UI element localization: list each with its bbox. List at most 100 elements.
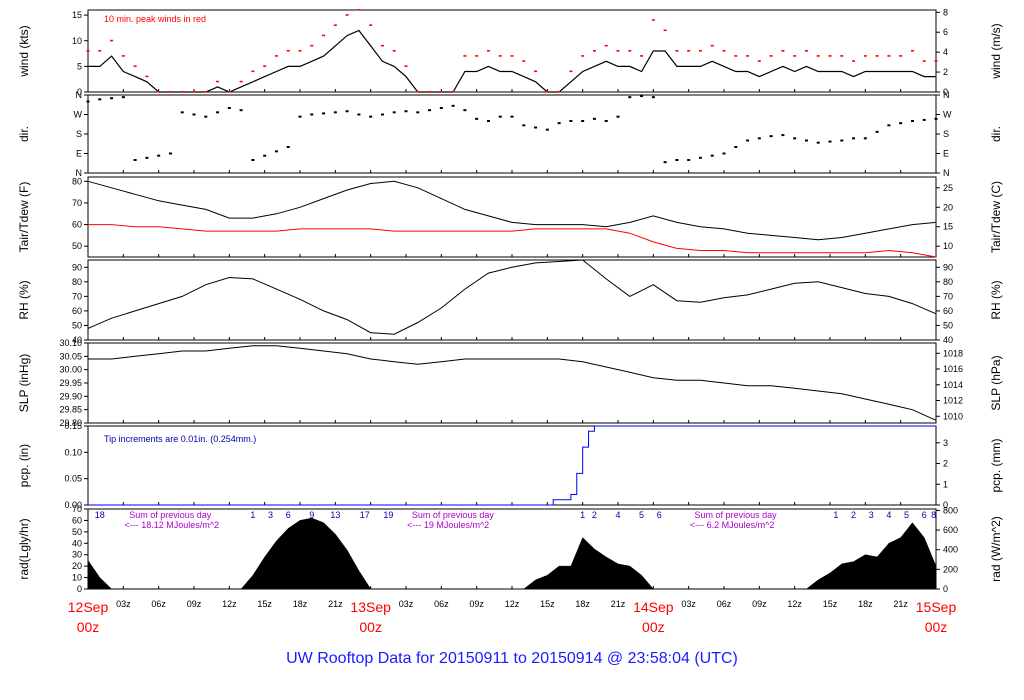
dir-point [581,120,585,122]
dir-point [769,135,773,138]
rad-hour-label: 6 [657,510,662,520]
dir-point [899,122,903,125]
wind-peak-point [781,50,785,52]
rad-ytick-label-right: 0 [943,584,948,594]
temp-ytick-label: 50 [72,241,82,251]
pcp-ylabel-right: pcp. (mm) [989,438,1003,492]
slp-ytick-label: 29.90 [59,391,82,401]
dir-point [734,146,738,148]
date-label: 15Sep [916,599,957,615]
rad-ytick-label-right: 800 [943,505,958,515]
xtick-label: 21z [611,599,626,609]
rad-ytick-label: 10 [72,573,82,583]
rh-ytick-label-right: 90 [943,262,953,272]
wind-peak-point [592,50,596,52]
dir-point [675,159,679,161]
rad-hour-label: 18 [95,510,105,520]
dir-point [98,98,102,101]
wind-peak-point [581,55,585,57]
rad-hour-label: 5 [904,510,909,520]
rad-area [87,517,937,590]
slp-ytick-label: 30.00 [59,365,82,375]
dir-point [710,154,714,157]
rh-ytick-label: 80 [72,277,82,287]
wind-peak-point [369,24,373,26]
rad-ytick-label-right: 400 [943,545,958,555]
xtick-label: 15z [257,599,272,609]
dir-point [392,111,396,114]
dir-point [522,124,526,127]
wind-peak-point [840,55,844,57]
dir-point [640,95,644,98]
rh-panel-frame [87,259,937,341]
wind-ytick-label-right: 4 [943,47,948,57]
slp-ytick-label: 30.10 [59,338,82,348]
wind-peak-point [569,70,573,73]
pcp-ytick-label: 0.15 [64,421,82,431]
xtick-label: 15z [823,599,838,609]
wind-peak-point [722,50,726,52]
date-label: 14Sep [633,599,674,615]
dir-ylabel-right: dir. [989,126,1003,142]
dir-point [345,110,349,113]
dir-point [263,154,267,157]
slp-ytick-label-right: 1018 [943,348,963,358]
rad-hour-label: 8 [931,510,936,520]
dir-point [298,115,302,118]
wind-peak-point [616,50,620,52]
wind-peak-point [687,50,691,52]
temp-ytick-label-right: 20 [943,202,953,212]
slp-panel-frame [87,342,937,424]
temp-ytick-label-right: 15 [943,222,953,232]
dir-point [168,152,172,155]
dir-point [840,139,844,142]
rh-ytick-label-right: 70 [943,291,953,301]
date-time-label: 00z [359,619,382,635]
wind-peak-point [392,50,396,52]
wind-peak-point [322,34,326,37]
rad-ytick-label-right: 200 [943,564,958,574]
xtick-label: 09z [752,599,767,609]
dir-point [121,96,125,99]
temp-panel-frame [87,176,937,258]
dir-point [604,120,608,122]
slp-ytick-label: 29.80 [59,418,82,428]
dir-point [781,134,785,137]
dir-point [404,110,408,113]
xtick-label: 06z [434,599,449,609]
pcp-ytick-label: 0.00 [64,500,82,510]
xtick-label: 21z [893,599,908,609]
rad-hour-label: 2 [592,510,597,520]
rh-ytick-label: 70 [72,291,82,301]
rh-ylabel-left: RH (%) [17,280,31,319]
rh-ytick-label-right: 50 [943,320,953,330]
slp-ytick-label: 30.05 [59,351,82,361]
dir-point [922,118,926,121]
wind-peak-point [98,50,102,52]
dir-point [498,115,502,118]
dir-point [227,107,231,109]
xtick-label: 06z [151,599,166,609]
wind-ytick-label-right: 2 [943,67,948,77]
wind-peak-point [534,70,538,73]
pcp-annotation: Tip increments are 0.01in. (0.254mm.) [104,434,256,444]
xtick-label: 18z [858,599,873,609]
wind-peak-point [357,9,361,11]
wind-peak-point [404,65,408,67]
rad-daily-note-line1: Sum of previous day [412,510,495,520]
dir-point [534,126,538,129]
dir-point [828,140,832,143]
wind-peak-point [640,55,644,57]
rad-ytick-label: 60 [72,515,82,525]
temp-ylabel-right: Tair/Tdew (C) [989,181,1003,253]
dir-point [310,113,314,116]
dir-point [133,159,137,161]
dir-point [428,109,432,112]
wind-panel-frame [87,9,937,93]
dir-point [110,97,114,100]
xtick-label: 09z [187,599,202,609]
wind-peak-point [698,50,702,52]
slp-series [88,345,937,421]
dir-point [910,120,914,122]
